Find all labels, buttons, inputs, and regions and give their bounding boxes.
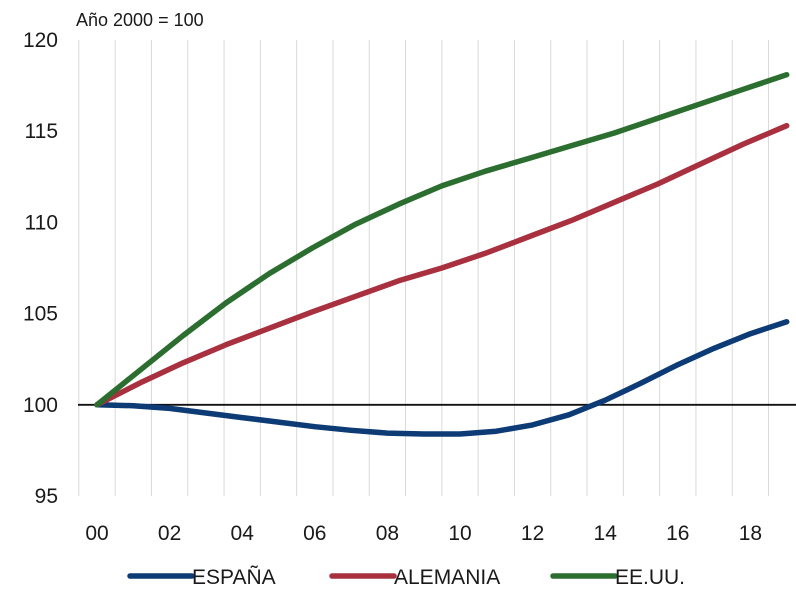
- y-axis-unit-label: Año 2000 = 100: [76, 10, 204, 30]
- y-tick-label: 100: [23, 394, 58, 417]
- y-tick-label: 115: [25, 120, 58, 143]
- series-line-españa: [94, 319, 790, 437]
- y-tick-label: 120: [23, 29, 58, 52]
- x-tick-label: 02: [158, 522, 181, 545]
- series-line-ee-uu: [94, 71, 790, 408]
- x-tick-label: 16: [666, 522, 689, 545]
- vertical-gridlines: [78, 40, 770, 496]
- x-tick-label: 00: [85, 522, 108, 545]
- y-axis-tick-labels: 95 100 105 110 115 120: [23, 29, 58, 508]
- legend-label: ESPAÑA: [192, 565, 276, 589]
- y-tick-label: 110: [25, 211, 58, 234]
- legend-label: EE.UU.: [615, 566, 685, 589]
- x-tick-label: 14: [594, 522, 618, 545]
- legend: ESPAÑA ALEMANIA EE.UU.: [127, 565, 685, 589]
- x-tick-label: 18: [739, 522, 762, 545]
- y-tick-label: 105: [23, 303, 58, 326]
- series-line-alemania: [94, 122, 790, 408]
- x-tick-label: 10: [448, 522, 471, 545]
- x-axis-tick-labels: 00 02 04 06 08 10 12 14 16 18: [85, 522, 762, 545]
- series-lines: [94, 71, 790, 437]
- x-tick-label: 04: [231, 522, 255, 545]
- legend-label: ALEMANIA: [394, 566, 500, 589]
- x-tick-label: 08: [376, 522, 399, 545]
- x-tick-label: 12: [521, 522, 544, 545]
- y-tick-label: 95: [35, 485, 58, 508]
- x-tick-label: 06: [303, 522, 326, 545]
